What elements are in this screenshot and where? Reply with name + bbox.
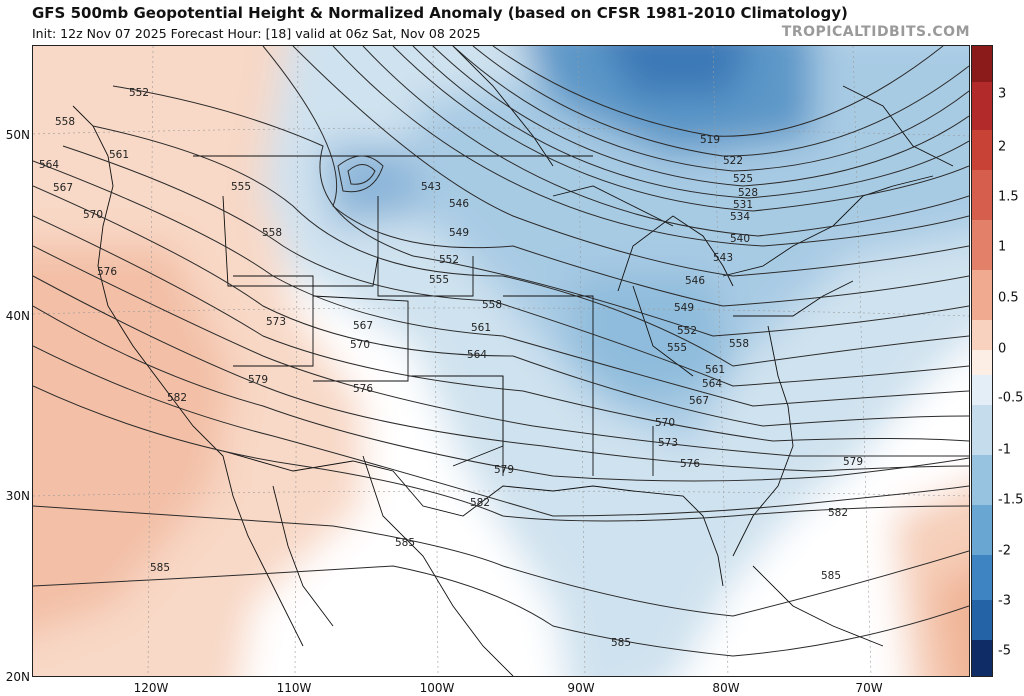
- colorbar-segment: [972, 600, 992, 640]
- contour-label: 552: [677, 325, 697, 337]
- lon-label-90w: 90W: [567, 681, 595, 695]
- lat-label-40n: 40N: [5, 309, 30, 323]
- colorbar-segment: [972, 375, 992, 405]
- contour-label: 534: [730, 211, 750, 223]
- contour-label: 525: [733, 173, 753, 185]
- contour-label: 558: [482, 299, 502, 311]
- contour-label: 585: [395, 537, 415, 549]
- colorbar-label: -1.5: [998, 492, 1024, 508]
- contour-labels: 519 522 525 528 531 534 540 543 546 549 …: [39, 87, 863, 649]
- contour-label: 552: [439, 254, 459, 266]
- colorbar-segment: [972, 455, 992, 505]
- anomaly-shading: [33, 46, 969, 676]
- lon-label-120w: 120W: [133, 681, 169, 695]
- colorbar-label: -5: [998, 643, 1011, 659]
- anomaly-colorbar: [971, 45, 993, 677]
- lon-label-110w: 110W: [276, 681, 312, 695]
- lon-label-70w: 70W: [855, 681, 883, 695]
- colorbar-label: 2: [998, 139, 1007, 155]
- contour-label: 561: [471, 322, 491, 334]
- contour-label: 558: [55, 116, 75, 128]
- contour-label: 522: [723, 155, 743, 167]
- colorbar-label: -3: [998, 593, 1011, 609]
- colorbar-segment: [972, 350, 992, 375]
- contour-label: 570: [655, 417, 675, 429]
- contour-label: 576: [680, 458, 700, 470]
- contour-label: 564: [467, 349, 487, 361]
- colorbar-label: 1.5: [998, 189, 1019, 205]
- map-svg: 519 522 525 528 531 534 540 543 546 549 …: [33, 46, 969, 676]
- contour-label: 585: [150, 562, 170, 574]
- colorbar-segment: [972, 640, 992, 676]
- lat-label-20n: 20N: [5, 670, 30, 684]
- low-center-label: 543: [421, 181, 441, 193]
- brand-watermark: TROPICALTIDBITS.COM: [781, 24, 970, 40]
- colorbar-segment: [972, 46, 992, 82]
- contour-label: 585: [611, 637, 631, 649]
- colorbar-segment: [972, 555, 992, 600]
- contour-label: 576: [353, 383, 373, 395]
- colorbar-label: -1: [998, 442, 1011, 458]
- lat-label-30n: 30N: [5, 489, 30, 503]
- contour-label: 555: [231, 181, 251, 193]
- contour-label: 579: [494, 464, 514, 476]
- contour-label: 561: [705, 364, 725, 376]
- contour-label: 579: [248, 374, 268, 386]
- chart-subtitle: Init: 12z Nov 07 2025 Forecast Hour: [18…: [32, 26, 481, 41]
- colorbar-label: -0.5: [998, 390, 1024, 406]
- colorbar-segment: [972, 82, 992, 130]
- contour-label: 546: [449, 198, 469, 210]
- contour-label: 573: [658, 437, 678, 449]
- contour-label: 564: [702, 378, 722, 390]
- contour-label: 528: [738, 187, 758, 199]
- contour-label: 567: [53, 182, 73, 194]
- contour-label: 570: [350, 339, 370, 351]
- contour-label: 573: [266, 316, 286, 328]
- colorbar-label: 0.5: [998, 290, 1019, 306]
- contour-label: 564: [39, 159, 59, 171]
- colorbar-label: 0: [998, 341, 1007, 357]
- contour-label: 579: [843, 456, 863, 468]
- colorbar-segment: [972, 220, 992, 270]
- lon-label-80w: 80W: [712, 681, 740, 695]
- contour-label: 552: [129, 87, 149, 99]
- colorbar-label: 3: [998, 86, 1007, 102]
- colorbar-segment: [972, 405, 992, 455]
- map-panel: 519 522 525 528 531 534 540 543 546 549 …: [32, 45, 970, 677]
- contour-label: 540: [730, 233, 750, 245]
- colorbar-label: 1: [998, 239, 1007, 255]
- contour-label: 585: [821, 570, 841, 582]
- contour-label: 549: [674, 302, 694, 314]
- lat-label-50n: 50N: [5, 128, 30, 142]
- colorbar-segment: [972, 505, 992, 555]
- chart-title: GFS 500mb Geopotential Height & Normaliz…: [32, 4, 848, 22]
- contour-label: 555: [429, 274, 449, 286]
- height-contours: [33, 46, 969, 657]
- contour-label: 561: [109, 149, 129, 161]
- contour-label: 582: [167, 392, 187, 404]
- contour-label: 519: [700, 134, 720, 146]
- coastlines-borders: [72, 46, 954, 676]
- colorbar-segment: [972, 270, 992, 320]
- colorbar-segment: [972, 170, 992, 220]
- contour-label: 582: [828, 507, 848, 519]
- contour-label: 558: [262, 227, 282, 239]
- contour-label: 546: [685, 275, 705, 287]
- contour-label: 558: [729, 338, 749, 350]
- contour-label: 576: [97, 266, 117, 278]
- colorbar-label: -2: [998, 543, 1011, 559]
- colorbar-segment: [972, 130, 992, 170]
- contour-label: 567: [689, 395, 709, 407]
- contour-label: 567: [353, 320, 373, 332]
- contour-label: 531: [733, 199, 753, 211]
- contour-label: 582: [470, 497, 490, 509]
- contour-label: 555: [667, 342, 687, 354]
- contour-label: 549: [449, 227, 469, 239]
- contour-label: 570: [83, 209, 103, 221]
- contour-label: 543: [713, 252, 733, 264]
- lon-label-100w: 100W: [419, 681, 455, 695]
- colorbar-segment: [972, 320, 992, 350]
